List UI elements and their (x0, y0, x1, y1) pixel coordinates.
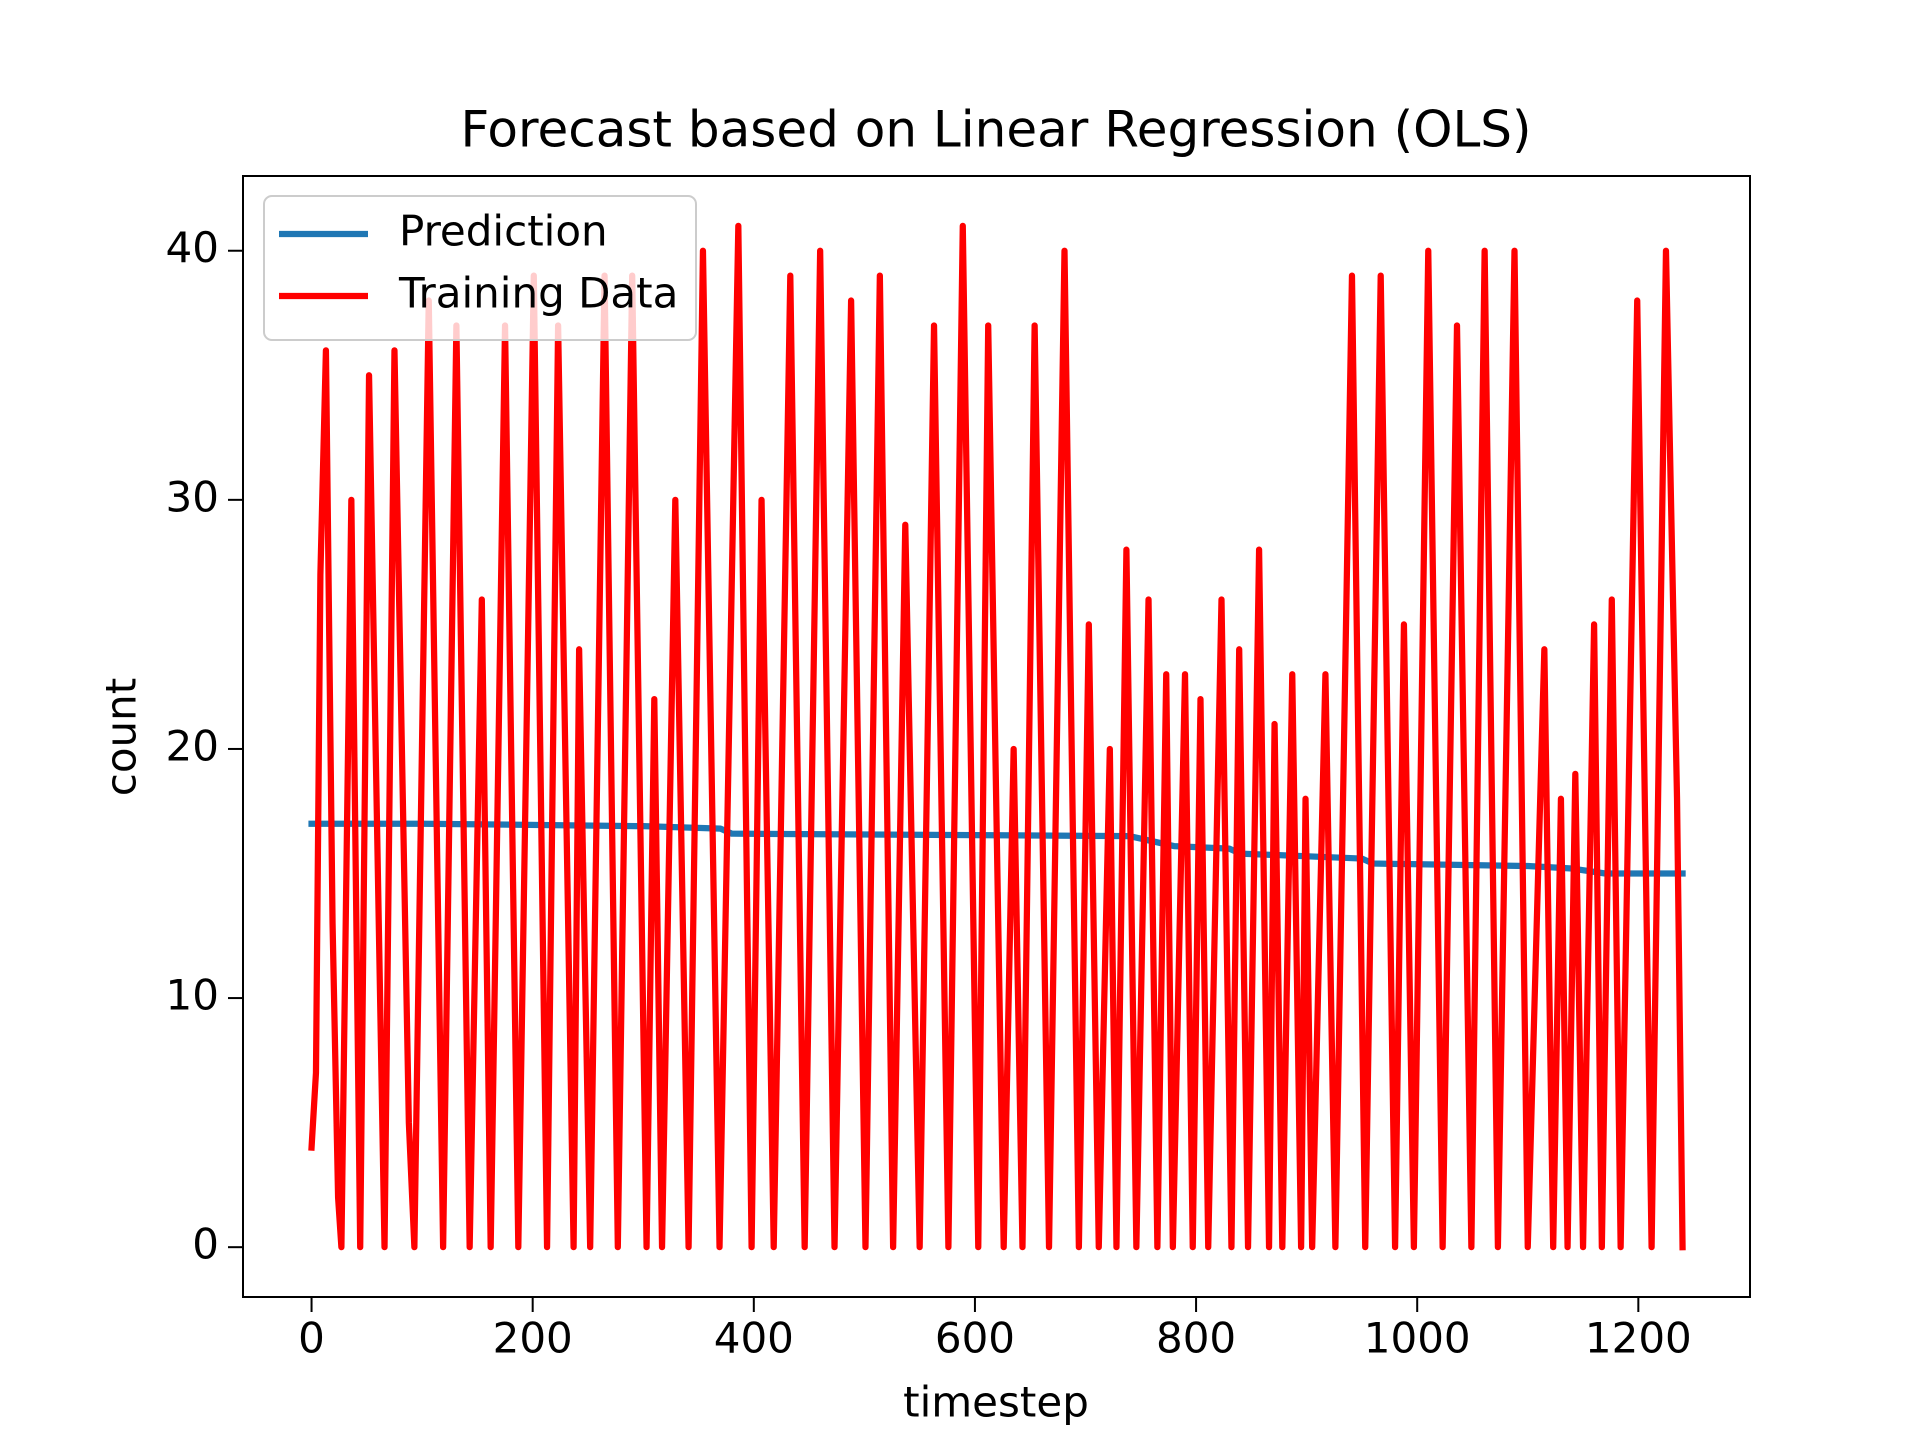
x-tick-label: 0 (298, 1314, 325, 1363)
y-tick-label: 30 (166, 472, 219, 521)
x-tick-label: 1000 (1364, 1314, 1471, 1363)
legend-label: Prediction (399, 207, 608, 256)
y-tick-label: 10 (166, 971, 219, 1020)
legend-label: Training Data (398, 269, 678, 318)
y-tick-label: 40 (166, 223, 219, 272)
y-tick-label: 0 (192, 1220, 219, 1269)
y-tick-label: 20 (166, 721, 219, 770)
chart-title: Forecast based on Linear Regression (OLS… (460, 101, 1531, 159)
y-axis-label: count (97, 678, 146, 797)
x-tick-label: 600 (935, 1314, 1015, 1363)
plot-frame (242, 175, 1751, 1298)
x-tick-label: 1200 (1585, 1314, 1692, 1363)
x-tick-label: 200 (493, 1314, 573, 1363)
legend-box (263, 195, 697, 341)
x-tick-label: 400 (714, 1314, 794, 1363)
x-tick-label: 800 (1156, 1314, 1236, 1363)
x-axis-label: timestep (903, 1378, 1089, 1427)
